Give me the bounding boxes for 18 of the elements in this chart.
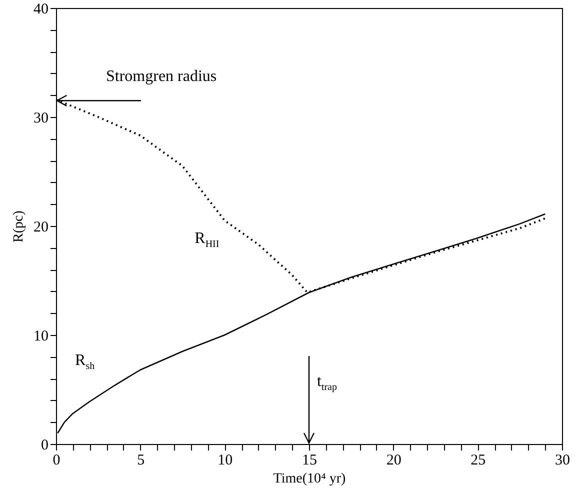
annotation: Stromgren radius [106, 68, 217, 85]
ref-line-label: t$_{trap}$ [317, 373, 337, 394]
series-label: R$_{sh}$ [75, 352, 95, 372]
x-tick-label: 5 [137, 452, 145, 468]
series-label: R$_{HII}$ [194, 230, 220, 250]
y-tick-label: 0 [41, 438, 48, 454]
y-tick-label: 40 [34, 2, 48, 18]
x-tick-label: 10 [218, 452, 233, 468]
y-tick-label: 10 [34, 328, 48, 344]
x-tick-label: 15 [302, 452, 317, 468]
y-tick-label: 30 [34, 110, 48, 126]
x-tick-label: 0 [52, 452, 60, 468]
x-tick-label: 30 [555, 452, 570, 468]
y-tick-label: 20 [34, 220, 48, 236]
x-axis-title: Time(10⁴ yr) [273, 472, 346, 486]
x-tick-label: 20 [386, 452, 402, 468]
x-tick-label: 25 [470, 452, 486, 468]
y-axis-title: R(pc) [12, 210, 26, 242]
